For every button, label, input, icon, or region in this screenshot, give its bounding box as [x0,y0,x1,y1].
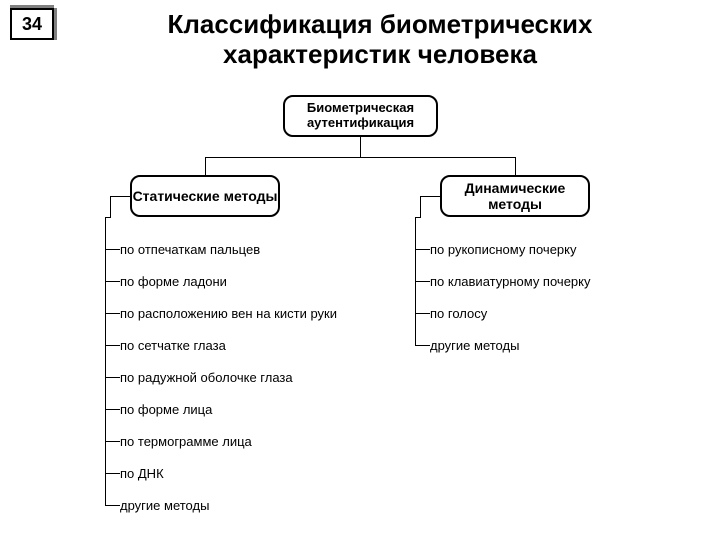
page-title: Классификация биометрических характерист… [100,10,660,70]
connector-left-side-v [110,196,130,197]
connector-tick [105,313,120,314]
list-item-label: по ДНК [120,466,164,481]
list-item: по отпечаткам пальцев [120,233,337,265]
list-item-label: по термограмме лица [120,434,252,449]
connector-horizontal [205,157,516,158]
connector-tick [105,505,120,506]
list-item: по форме лица [120,393,337,425]
connector-tick [415,281,430,282]
connector-tick [105,249,120,250]
connector-tick [415,249,430,250]
connector-tick [105,473,120,474]
list-item-label: по рукописному почерку [430,242,577,257]
spine-right-join [415,217,421,218]
list-item: по расположению вен на кисти руки [120,297,337,329]
spine-right-top [420,196,421,217]
spine-left-join [105,217,111,218]
connector-tick [415,345,430,346]
list-item: по радужной оболочке глаза [120,361,337,393]
list-item-label: по радужной оболочке глаза [120,370,293,385]
list-item: по голосу [430,297,590,329]
right-items-list: по рукописному почерку по клавиатурному п… [430,233,590,361]
slide-number-badge: 34 [10,8,54,40]
branch-left-node: Статические методы [130,175,280,217]
list-item-label: другие методы [120,498,209,513]
connector-tick [415,313,430,314]
list-item: по клавиатурному почерку [430,265,590,297]
list-item-label: по форме лица [120,402,212,417]
list-item-label: по форме ладони [120,274,227,289]
spine-left [105,217,106,506]
list-item-label: по сетчатке глаза [120,338,226,353]
connector-tick [105,441,120,442]
list-item-label: по расположению вен на кисти руки [120,306,337,321]
connector-tick [105,281,120,282]
connector-to-left [205,157,206,175]
connector-tick [105,377,120,378]
list-item-label: по клавиатурному почерку [430,274,590,289]
connector-root-down [360,137,361,157]
connector-right-side-v [420,196,440,197]
spine-left-top [110,196,111,217]
list-item-label: по отпечаткам пальцев [120,242,260,257]
list-item-label: другие методы [430,338,519,353]
connector-tick [105,345,120,346]
branch-right-node: Динамические методы [440,175,590,217]
list-item: другие методы [430,329,590,361]
list-item: по ДНК [120,457,337,489]
list-item: по рукописному почерку [430,233,590,265]
list-item: другие методы [120,489,337,521]
list-item: по термограмме лица [120,425,337,457]
root-node: Биометрическая аутентификация [283,95,438,137]
list-item: по сетчатке глаза [120,329,337,361]
left-items-list: по отпечаткам пальцев по форме ладони по р… [120,233,337,521]
list-item: по форме ладони [120,265,337,297]
list-item-label: по голосу [430,306,487,321]
connector-tick [105,409,120,410]
connector-to-right [515,157,516,175]
